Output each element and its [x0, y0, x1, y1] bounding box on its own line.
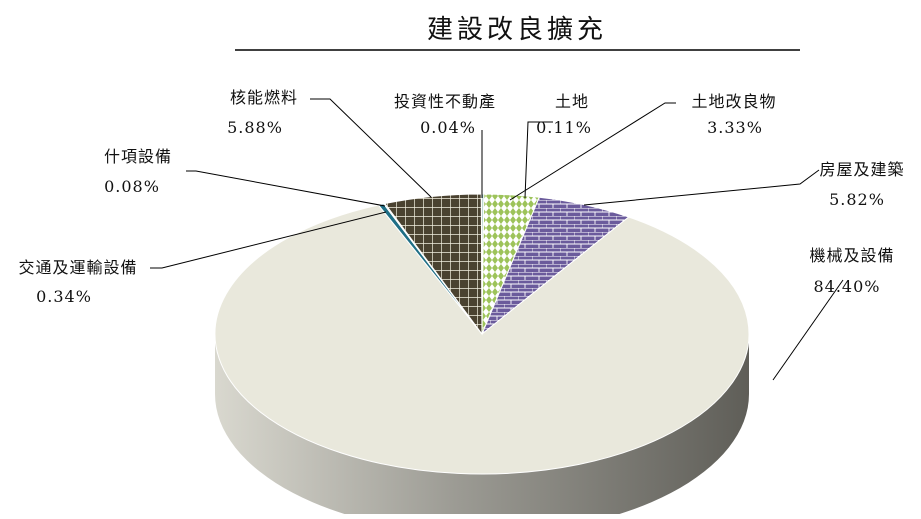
leader-line-nuclear	[310, 98, 432, 198]
value-building: 5.82%	[829, 190, 885, 209]
chart-title: 建設改良擴充	[427, 15, 607, 45]
label-transport: 交通及運輸設備	[18, 258, 137, 277]
label-nuclear-fuel: 核能燃料	[230, 88, 298, 107]
label-building: 房屋及建築	[819, 160, 904, 179]
label-misc: 什項設備	[104, 147, 172, 166]
label-land-improvement: 土地改良物	[691, 92, 776, 111]
leader-line-building	[583, 169, 820, 206]
value-nuclear-fuel: 5.88%	[227, 118, 283, 137]
pie-slices	[214, 193, 750, 475]
value-land-improvement: 3.33%	[707, 118, 763, 137]
leader-line-land	[524, 121, 553, 199]
leader-lines	[150, 98, 844, 381]
label-land: 土地	[555, 92, 589, 111]
leader-line-machinery	[772, 279, 844, 381]
slice-labels: 土地 0.11% 土地改良物 3.33% 房屋及建築 5.82% 機械及設備 8…	[18, 88, 904, 306]
value-land: 0.11%	[536, 118, 592, 137]
value-investment-property: 0.04%	[420, 118, 476, 137]
leader-line-transport	[150, 211, 387, 269]
leader-line-misc	[186, 170, 386, 207]
pie-side	[215, 334, 749, 519]
value-transport: 0.34%	[36, 287, 92, 306]
label-machinery: 機械及設備	[809, 246, 894, 265]
leader-line-land-improvement	[509, 102, 676, 201]
slice-investment-property	[480, 193, 483, 335]
slice-machinery	[214, 204, 750, 475]
label-investment-property: 投資性不動產	[394, 92, 496, 111]
value-misc: 0.08%	[104, 177, 160, 196]
value-machinery: 84.40%	[813, 277, 880, 296]
